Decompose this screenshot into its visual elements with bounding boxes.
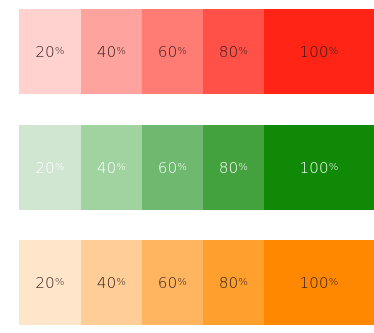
swatch-value: 20	[35, 158, 55, 177]
swatch-red-40: 40%	[81, 9, 142, 94]
swatch-orange-60: 60%	[142, 240, 203, 325]
palette-orange: 20% 40% 60% 80% 100%	[19, 240, 374, 325]
swatch-value: 100	[299, 273, 329, 292]
swatch-value: 80	[218, 273, 239, 292]
swatch-orange-100: 100%	[264, 240, 374, 325]
swatch-unit: %	[238, 277, 249, 288]
swatch-red-80: 80%	[203, 9, 264, 94]
swatch-unit: %	[328, 277, 339, 288]
swatch-value: 60	[157, 273, 178, 292]
swatch-unit: %	[116, 46, 127, 57]
swatch-value: 100	[299, 42, 329, 61]
swatch-green-80: 80%	[203, 125, 264, 210]
swatch-unit: %	[238, 46, 249, 57]
swatch-value: 80	[218, 158, 239, 177]
swatch-unit: %	[177, 277, 188, 288]
swatch-orange-40: 40%	[81, 240, 142, 325]
swatch-green-20: 20%	[19, 125, 81, 210]
palette-red: 20% 40% 60% 80% 100%	[19, 9, 374, 94]
swatch-orange-80: 80%	[203, 240, 264, 325]
swatch-unit: %	[116, 162, 127, 173]
swatch-red-60: 60%	[142, 9, 203, 94]
swatch-value: 20	[35, 273, 55, 292]
swatch-value: 40	[96, 158, 117, 177]
swatch-unit: %	[328, 162, 339, 173]
swatch-unit: %	[116, 277, 127, 288]
swatch-red-20: 20%	[19, 9, 81, 94]
swatch-unit: %	[328, 46, 339, 57]
swatch-orange-20: 20%	[19, 240, 81, 325]
swatch-red-100: 100%	[264, 9, 374, 94]
swatch-value: 20	[35, 42, 55, 61]
swatch-value: 60	[157, 42, 178, 61]
swatch-value: 40	[96, 273, 117, 292]
swatch-unit: %	[54, 46, 65, 57]
swatch-unit: %	[177, 162, 188, 173]
swatch-green-100: 100%	[264, 125, 374, 210]
swatch-value: 80	[218, 42, 239, 61]
swatch-unit: %	[177, 46, 188, 57]
swatch-unit: %	[54, 277, 65, 288]
swatch-green-60: 60%	[142, 125, 203, 210]
swatch-value: 40	[96, 42, 117, 61]
swatch-unit: %	[54, 162, 65, 173]
swatch-value: 60	[157, 158, 178, 177]
swatch-unit: %	[238, 162, 249, 173]
palette-green: 20% 40% 60% 80% 100%	[19, 125, 374, 210]
swatch-value: 100	[299, 158, 329, 177]
swatch-green-40: 40%	[81, 125, 142, 210]
